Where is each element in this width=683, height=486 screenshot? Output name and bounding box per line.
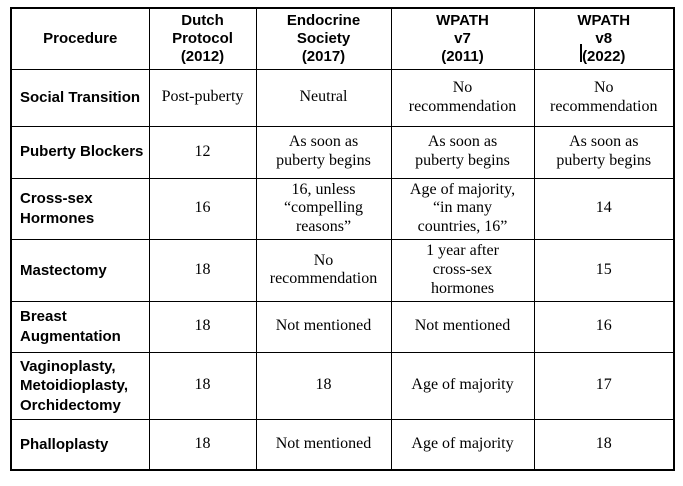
- table-row-vaginoplasty-metoidioplasty-orchidectomy: Vaginoplasty, Metoidioplasty, Orchidecto…: [10, 351, 675, 420]
- cell-value: 1 year after cross-sex hormones: [390, 239, 535, 302]
- cell-value: 18: [148, 300, 257, 353]
- cell-value: Post-puberty: [148, 68, 257, 127]
- table-header-row: Procedure Dutch Protocol (2012) Endocrin…: [10, 7, 675, 70]
- cell-value: No recommendation: [255, 239, 392, 302]
- table-row-mastectomy: Mastectomy 18 No recommendation 1 year a…: [10, 239, 675, 302]
- table-row-breast-augmentation: Breast Augmentation 18 Not mentioned Not…: [10, 300, 675, 353]
- procedure-label: Puberty Blockers: [10, 125, 150, 179]
- header-cell-procedure: Procedure: [10, 7, 150, 70]
- cell-value: As soon as puberty begins: [390, 125, 535, 179]
- cell-value: Not mentioned: [390, 300, 535, 353]
- cell-value: 16: [533, 300, 675, 353]
- table-row-puberty-blockers: Puberty Blockers 12 As soon as puberty b…: [10, 125, 675, 179]
- cell-value: No recommendation: [533, 68, 675, 127]
- cell-value: No recommendation: [390, 68, 535, 127]
- cell-value: Neutral: [255, 68, 392, 127]
- table-row-cross-sex-hormones: Cross-sex Hormones 16 16, unless “compel…: [10, 177, 675, 241]
- cell-value: 18: [533, 418, 675, 471]
- cell-value: 17: [533, 351, 675, 420]
- header-cell-endocrine-society: Endocrine Society (2017): [255, 7, 392, 70]
- protocol-comparison-table-container: Procedure Dutch Protocol (2012) Endocrin…: [10, 7, 675, 472]
- cell-value: Age of majority, “in many countries, 16”: [390, 177, 535, 241]
- cell-value: 18: [148, 239, 257, 302]
- cell-value: As soon as puberty begins: [533, 125, 675, 179]
- procedure-label: Cross-sex Hormones: [10, 177, 150, 241]
- procedure-label: Social Transition: [10, 68, 150, 127]
- cell-value: Not mentioned: [255, 300, 392, 353]
- cell-value: 18: [255, 351, 392, 420]
- procedure-label: Vaginoplasty, Metoidioplasty, Orchidecto…: [10, 351, 150, 420]
- cell-value: Age of majority: [390, 418, 535, 471]
- procedure-label: Mastectomy: [10, 239, 150, 302]
- cell-value: 12: [148, 125, 257, 179]
- cell-value: 16, unless “compelling reasons”: [255, 177, 392, 241]
- table-row-social-transition: Social Transition Post-puberty Neutral N…: [10, 68, 675, 127]
- cell-value: 18: [148, 418, 257, 471]
- header-cell-dutch-protocol: Dutch Protocol (2012): [148, 7, 257, 70]
- cell-value: 15: [533, 239, 675, 302]
- table-row-phalloplasty: Phalloplasty 18 Not mentioned Age of maj…: [10, 418, 675, 471]
- cell-value: 16: [148, 177, 257, 241]
- cell-value: 14: [533, 177, 675, 241]
- cell-value: As soon as puberty begins: [255, 125, 392, 179]
- cell-value: Age of majority: [390, 351, 535, 420]
- procedure-label: Phalloplasty: [10, 418, 150, 471]
- cell-value: 18: [148, 351, 257, 420]
- header-cell-wpath-v7: WPATH v7 (2011): [390, 7, 535, 70]
- header-cell-wpath-v8: WPATH v8 (2022): [533, 7, 675, 70]
- protocol-comparison-table: Procedure Dutch Protocol (2012) Endocrin…: [10, 7, 675, 472]
- cell-value: Not mentioned: [255, 418, 392, 471]
- procedure-label: Breast Augmentation: [10, 300, 150, 353]
